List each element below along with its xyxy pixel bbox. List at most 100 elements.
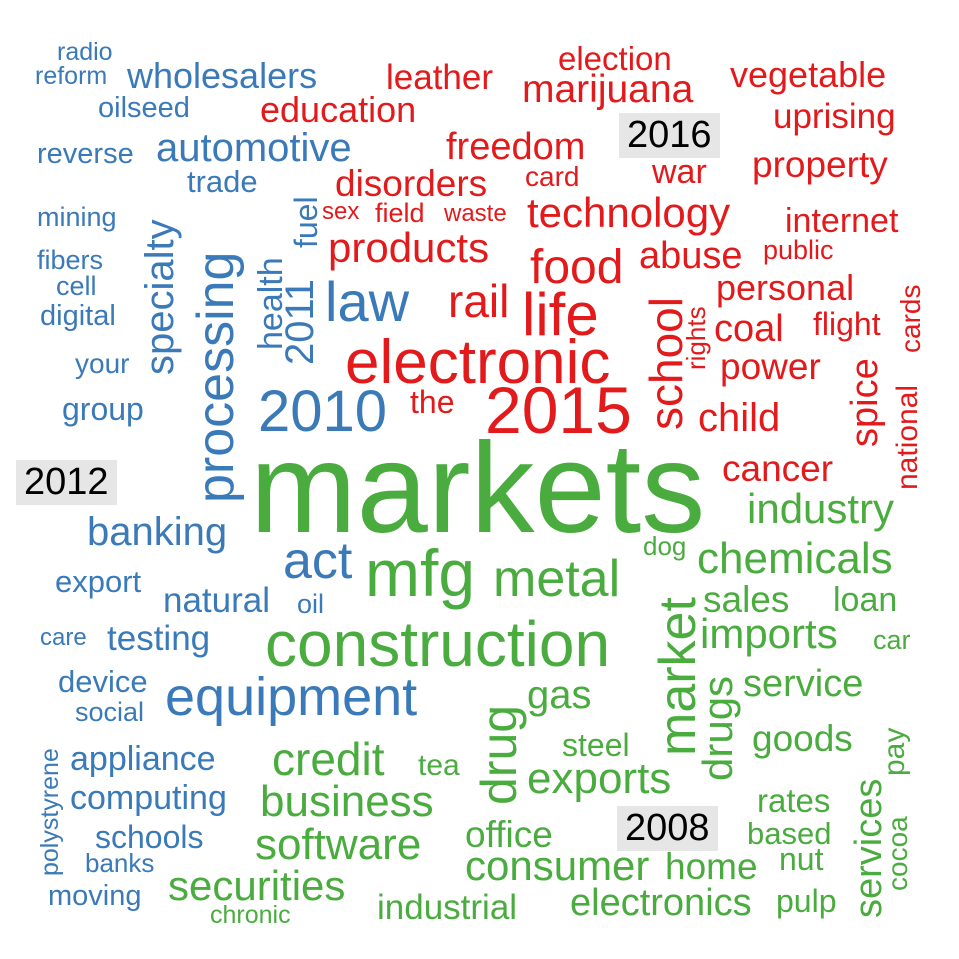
word-food: food (530, 241, 624, 294)
word-home: home (665, 846, 758, 887)
word-power: power (720, 346, 821, 387)
word-moving: moving (48, 880, 142, 912)
word-equipment: equipment (165, 667, 418, 727)
word-banking: banking (87, 510, 228, 554)
word-electronic: electronic (345, 328, 611, 397)
word-credit: credit (272, 733, 385, 785)
word-service: service (743, 663, 864, 705)
word-reform: reform (35, 62, 108, 90)
word-wholesalers: wholesalers (127, 55, 318, 96)
word-industry: industry (747, 485, 895, 532)
word-rights: rights (681, 306, 711, 370)
word-securities: securities (168, 862, 346, 909)
word-personal: personal (716, 267, 855, 308)
word-automotive: automotive (156, 126, 352, 170)
word-device: device (58, 664, 148, 699)
word-law: law (325, 270, 410, 333)
word-radio: radio (57, 38, 113, 66)
word-exports: exports (527, 754, 672, 803)
word-construction: construction (265, 608, 611, 680)
word-abuse: abuse (639, 235, 743, 277)
word-2011: 2011 (278, 278, 322, 365)
word-pay: pay (878, 727, 911, 776)
word-steel: steel (562, 727, 630, 763)
word-based: based (747, 816, 832, 851)
word-consumer: consumer (465, 842, 650, 889)
word-election: election (558, 40, 672, 77)
word-metal: metal (493, 550, 621, 608)
word-leather: leather (386, 58, 494, 97)
word-chemicals: chemicals (697, 534, 893, 583)
word-industrial: industrial (377, 888, 518, 927)
word-cell: cell (56, 271, 97, 301)
word-trade: trade (187, 164, 258, 199)
word-drugs: drugs (694, 675, 741, 781)
word-banks: banks (85, 848, 155, 878)
word-specialty: specialty (138, 219, 182, 375)
word-polystyrene: polystyrene (36, 748, 64, 876)
word-digital: digital (40, 300, 116, 332)
word-testing: testing (107, 619, 211, 658)
word-natural: natural (163, 581, 271, 620)
word-loan: loan (833, 581, 898, 619)
word-war: war (652, 153, 707, 191)
word-mfg: mfg (365, 536, 476, 610)
word-2015: 2015 (485, 373, 632, 447)
word-uprising: uprising (773, 97, 896, 136)
word-nut: nut (779, 841, 824, 877)
word-national: national (891, 384, 924, 490)
word-chronic: chronic (210, 901, 291, 929)
word-rates: rates (757, 782, 831, 819)
word-internet: internet (785, 202, 899, 240)
word-marijuana: marijuana (522, 68, 694, 111)
word-the: the (410, 384, 455, 420)
word-goods: goods (752, 718, 853, 759)
word-care: care (40, 624, 87, 651)
word-oilseed: oilseed (98, 92, 190, 124)
word-2010: 2010 (258, 379, 388, 444)
word-disorders: disorders (335, 163, 488, 204)
word-appliance: appliance (70, 740, 216, 778)
word-business: business (260, 777, 434, 826)
word-sex: sex (322, 198, 360, 225)
word-drug: drug (471, 704, 527, 805)
word-property: property (752, 144, 888, 185)
word-your: your (75, 348, 130, 379)
word-fibers: fibers (37, 245, 104, 275)
word-export: export (55, 564, 142, 599)
word-field: field (375, 198, 425, 228)
year-label-2012: 2012 (16, 460, 117, 505)
word-gas: gas (527, 673, 592, 717)
word-mining: mining (37, 202, 117, 232)
word-group: group (62, 391, 144, 427)
word-coal: coal (714, 308, 784, 350)
word-car: car (873, 625, 911, 655)
word-oil: oil (297, 589, 325, 619)
word-flight: flight (813, 306, 881, 342)
word-card: card (525, 161, 580, 192)
word-vegetable: vegetable (730, 54, 887, 95)
word-act: act (283, 532, 353, 590)
word-reverse: reverse (37, 138, 134, 170)
year-label-2016: 2016 (619, 113, 720, 158)
word-office: office (465, 814, 553, 855)
word-public: public (763, 235, 834, 265)
year-label-2008: 2008 (617, 806, 718, 851)
word-cocoa: cocoa (882, 816, 913, 891)
word-pulp: pulp (776, 883, 837, 919)
word-computing: computing (70, 779, 227, 817)
word-freedom: freedom (446, 126, 586, 168)
word-schools: schools (95, 819, 204, 855)
word-fuel: fuel (288, 196, 324, 248)
word-education: education (260, 89, 417, 130)
word-cancer: cancer (722, 448, 834, 489)
word-products: products (328, 224, 490, 271)
word-electronics: electronics (570, 882, 752, 924)
word-rail: rail (448, 275, 510, 327)
word-software: software (255, 820, 422, 869)
word-child: child (698, 396, 781, 440)
word-spice: spice (844, 358, 886, 447)
word-processing: processing (187, 251, 245, 503)
word-dog: dog (643, 531, 687, 561)
